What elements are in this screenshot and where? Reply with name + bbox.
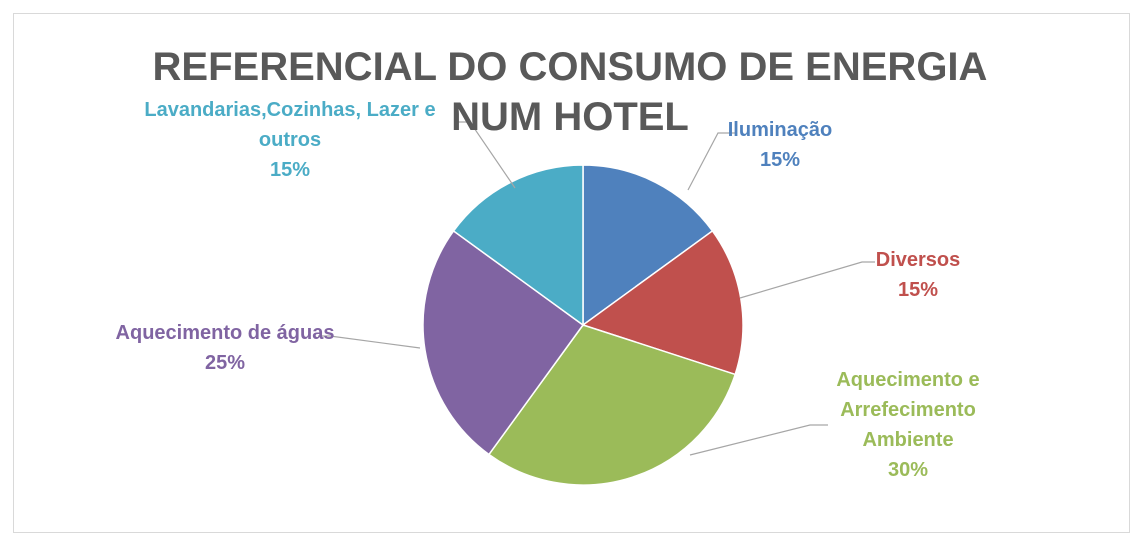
data-label: Iluminação 15%	[690, 115, 870, 175]
value-label: 30%	[887, 459, 929, 481]
category-label: Lavandarias,Cozinhas, Lazer e outros	[144, 99, 436, 151]
pie-slice	[582, 164, 714, 327]
category-label: Diversos	[875, 249, 961, 271]
leader-line	[689, 424, 828, 456]
category-label: Aquecimento de águas	[115, 322, 335, 344]
data-label: Aquecimento e Arrefecimento Ambiente 30%	[808, 365, 1008, 485]
leader-line	[739, 261, 875, 299]
pie-slice	[581, 229, 744, 376]
chart-title: REFERENCIAL DO CONSUMO DE ENERGIA NUM HO…	[152, 45, 988, 139]
category-label: Iluminação	[727, 119, 833, 141]
leader-line	[318, 335, 421, 349]
value-label: 15%	[269, 159, 311, 181]
pie-slice	[452, 164, 584, 327]
leader-line	[455, 121, 516, 189]
value-label: 15%	[759, 149, 801, 171]
value-label: 15%	[897, 279, 939, 301]
value-label: 25%	[204, 352, 246, 374]
pie-slice	[487, 324, 737, 486]
chart	[318, 121, 875, 486]
data-label: Lavandarias,Cozinhas, Lazer e outros 15%	[125, 95, 455, 185]
category-label: Aquecimento e Arrefecimento Ambiente	[836, 369, 980, 451]
data-label: Aquecimento de águas 25%	[115, 318, 335, 378]
leader-line	[687, 132, 735, 191]
data-label: Diversos 15%	[838, 245, 998, 305]
pie-slice	[422, 229, 585, 456]
